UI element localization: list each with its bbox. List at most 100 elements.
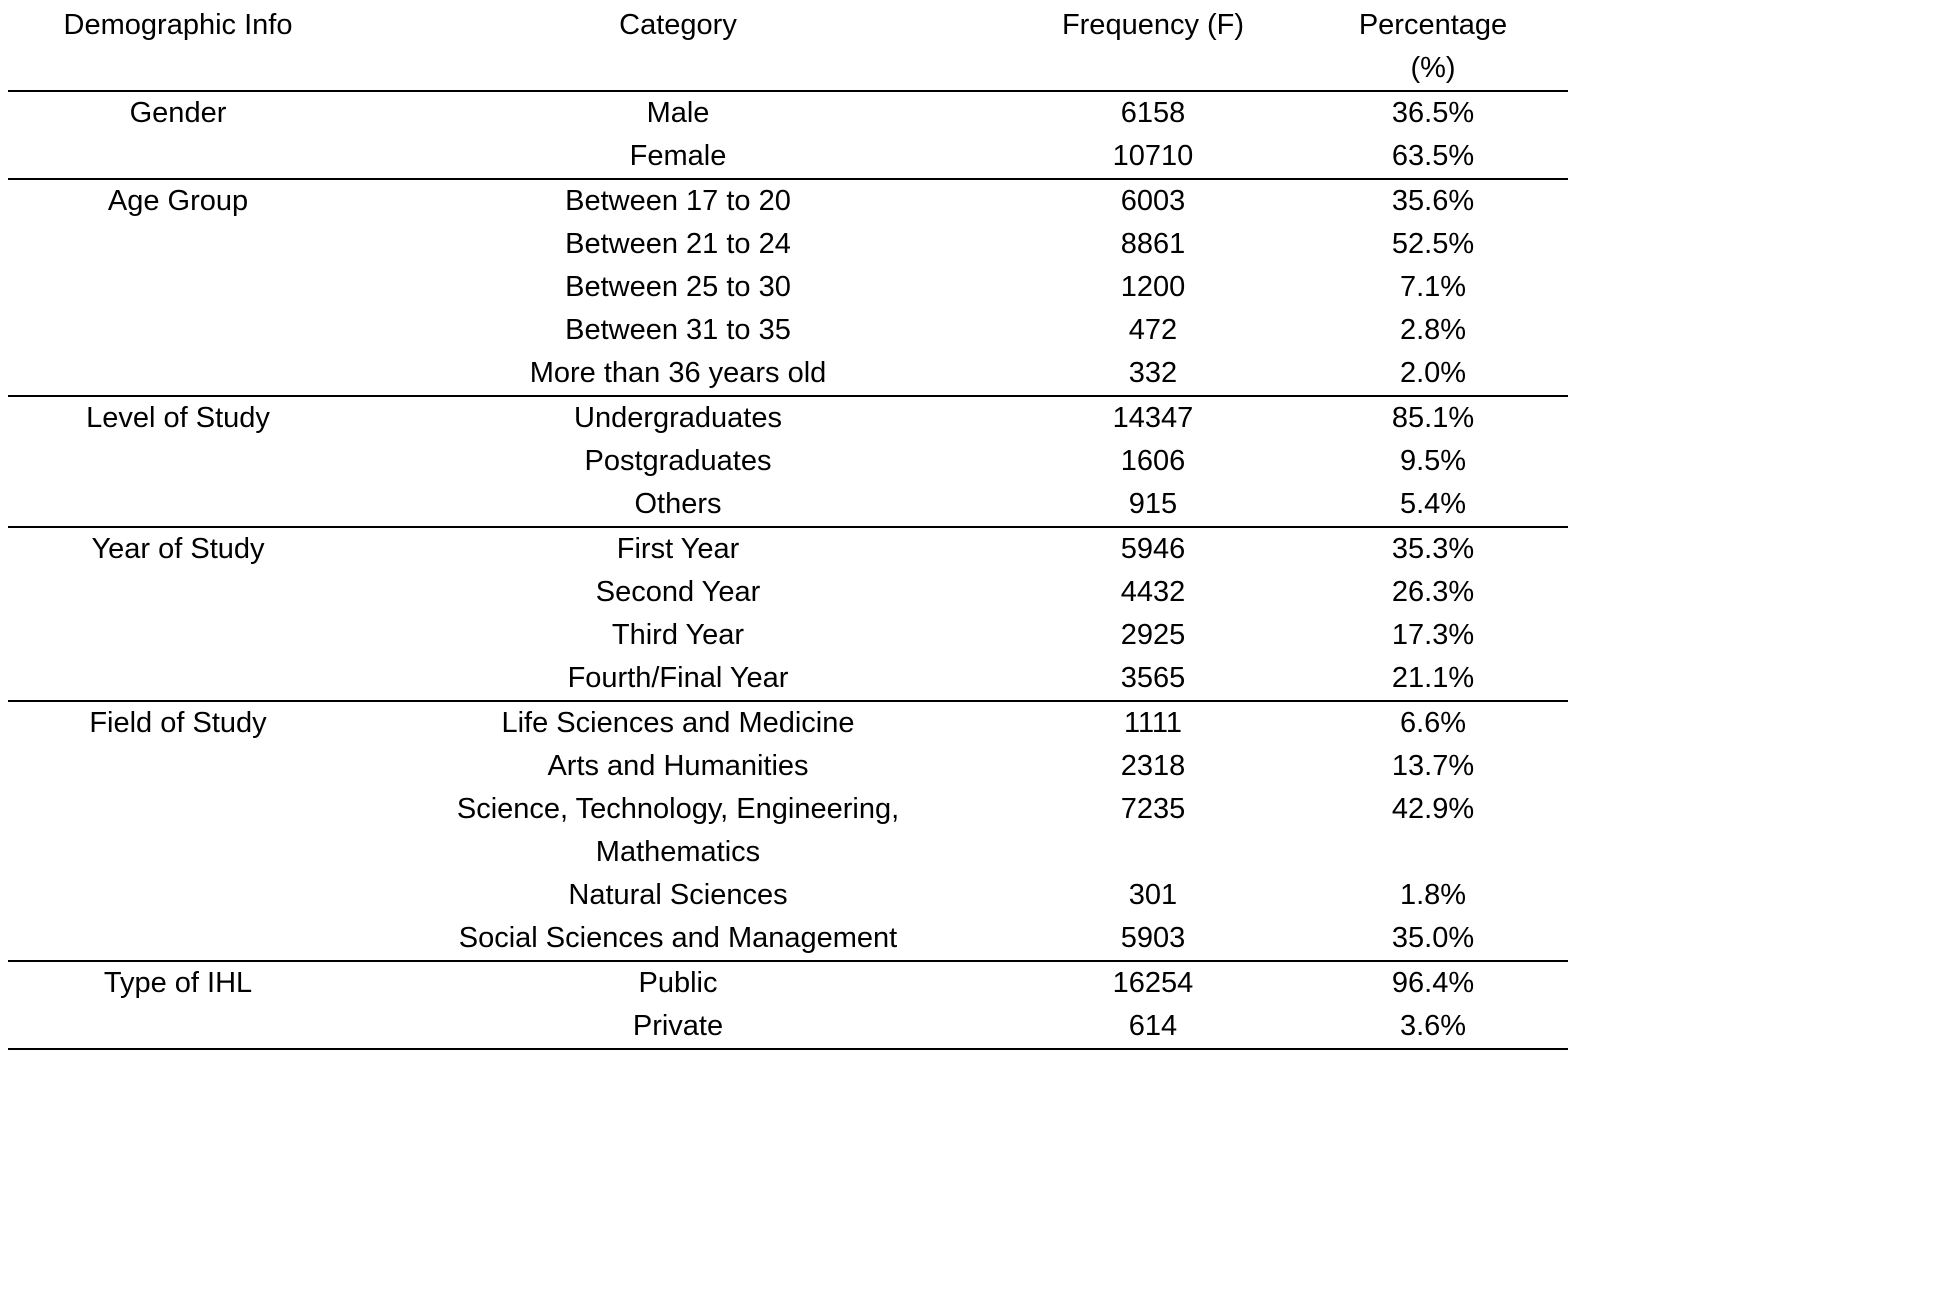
category-cell: More than 36 years old [529, 357, 827, 389]
frequency-cell: 332 [1128, 357, 1178, 389]
category-cell: Undergraduates [348, 395, 1008, 440]
percentage-cell: 96.4% [1298, 960, 1568, 1005]
col-header-category: Category [348, 4, 1008, 92]
percentage-cell: 3.6% [1399, 1010, 1467, 1042]
table-row: Between 21 to 24 8861 52.5% [8, 223, 1568, 266]
percentage-cell: 17.3% [1391, 619, 1475, 651]
percentage-cell: 63.5% [1391, 140, 1475, 172]
demographic-cell [8, 352, 348, 396]
category-cell: Public [348, 960, 1008, 1005]
table-head: Demographic Info Category Frequency (F) … [8, 4, 1568, 92]
table-body: Gender Male 6158 36.5% Female 10710 63.5% Age G… [8, 90, 1568, 1049]
table-row: Type of IHL Public 16254 96.4% [8, 960, 1568, 1005]
category-cell: Second Year [595, 576, 761, 608]
percentage-cell: 85.1% [1298, 395, 1568, 440]
frequency-cell: 16254 [1008, 960, 1298, 1005]
frequency-cell: 301 [1128, 879, 1178, 911]
table-row: Year of Study First Year 5946 35.3% [8, 526, 1568, 571]
demographics-table: Demographic Info Category Frequency (F) … [8, 4, 1568, 1050]
demographic-cell [8, 483, 348, 527]
frequency-cell: 915 [1128, 488, 1178, 520]
table-row: Second Year 4432 26.3% [8, 571, 1568, 614]
table-row: Third Year 2925 17.3% [8, 614, 1568, 657]
table-row: Age Group Between 17 to 20 6003 35.6% [8, 178, 1568, 223]
demographic-cell: Year of Study [8, 526, 348, 571]
category-cell: First Year [348, 526, 1008, 571]
table-row: Fourth/Final Year 3565 21.1% [8, 657, 1568, 701]
table-row: Gender Male 6158 36.5% [8, 90, 1568, 135]
col-header-category-label: Category [619, 9, 737, 41]
demographic-cell [8, 223, 348, 266]
demographic-cell: Age Group [8, 178, 348, 223]
category-cell: Science, Technology, Engineering, Mathem… [456, 793, 900, 868]
frequency-cell: 3565 [1120, 662, 1186, 694]
percentage-cell: 52.5% [1391, 228, 1475, 260]
demographic-cell [8, 135, 348, 179]
frequency-cell: 2318 [1120, 750, 1186, 782]
frequency-cell: 10710 [1112, 140, 1194, 172]
demographic-cell: Field of Study [8, 700, 348, 745]
table-row: Level of Study Undergraduates 14347 85.1% [8, 395, 1568, 440]
col-header-frequency: Frequency (F) [1008, 4, 1298, 92]
percentage-cell: 36.5% [1298, 90, 1568, 135]
category-cell: Natural Sciences [568, 879, 788, 911]
percentage-cell: 35.0% [1391, 922, 1475, 954]
percentage-cell: 7.1% [1399, 271, 1467, 303]
demographic-cell: Gender [8, 90, 348, 135]
demographic-cell [8, 309, 348, 352]
col-header-demographic-info: Demographic Info [8, 4, 348, 92]
percentage-cell: 5.4% [1399, 488, 1467, 520]
frequency-cell: 2925 [1120, 619, 1186, 651]
percentage-cell: 21.1% [1391, 662, 1475, 694]
percentage-cell: 6.6% [1298, 700, 1568, 745]
category-cell: Between 21 to 24 [565, 228, 791, 260]
percentage-cell: 35.6% [1298, 178, 1568, 223]
table-row: Arts and Humanities 2318 13.7% [8, 745, 1568, 788]
percentage-cell: 13.7% [1391, 750, 1475, 782]
table-row: Natural Sciences 301 1.8% [8, 874, 1568, 917]
category-cell: Others [634, 488, 722, 520]
frequency-cell: 6003 [1008, 178, 1298, 223]
demographic-cell [8, 745, 348, 788]
category-cell: Between 17 to 20 [348, 178, 1008, 223]
category-cell: Between 25 to 30 [565, 271, 791, 303]
category-cell: Arts and Humanities [547, 750, 809, 782]
frequency-cell: 614 [1128, 1010, 1178, 1042]
category-cell: Private [632, 1010, 724, 1042]
category-cell: Fourth/Final Year [567, 662, 789, 694]
demographic-cell [8, 657, 348, 701]
percentage-cell: 2.8% [1399, 314, 1467, 346]
col-header-percentage-label: Percentage (%) [1358, 9, 1508, 84]
frequency-cell: 5903 [1120, 922, 1186, 954]
demographic-cell [8, 571, 348, 614]
table-row: Between 31 to 35 472 2.8% [8, 309, 1568, 352]
demographic-cell [8, 874, 348, 917]
category-cell: Life Sciences and Medicine [348, 700, 1008, 745]
category-cell: Female [629, 140, 727, 172]
table-row: Private 614 3.6% [8, 1005, 1568, 1049]
frequency-cell: 1111 [1008, 700, 1298, 745]
table-row: Postgraduates 1606 9.5% [8, 440, 1568, 483]
demographic-cell: Type of IHL [8, 960, 348, 1005]
demographic-cell: Level of Study [8, 395, 348, 440]
category-cell: Male [348, 90, 1008, 135]
table-row: Social Sciences and Management 5903 35.0% [8, 917, 1568, 961]
table-row: Others 915 5.4% [8, 483, 1568, 527]
table-row: Between 25 to 30 1200 7.1% [8, 266, 1568, 309]
demographic-cell [8, 614, 348, 657]
demographic-cell [8, 788, 348, 874]
frequency-cell: 7235 [1120, 793, 1186, 825]
frequency-cell: 5946 [1008, 526, 1298, 571]
col-header-frequency-label: Frequency (F) [1061, 9, 1245, 41]
frequency-cell: 472 [1128, 314, 1178, 346]
col-header-percentage: Percentage (%) [1298, 4, 1568, 92]
table-row: More than 36 years old 332 2.0% [8, 352, 1568, 396]
frequency-cell: 6158 [1008, 90, 1298, 135]
frequency-cell: 4432 [1120, 576, 1186, 608]
table-row: Science, Technology, Engineering, Mathem… [8, 788, 1568, 874]
percentage-cell: 9.5% [1399, 445, 1467, 477]
percentage-cell: 2.0% [1399, 357, 1467, 389]
percentage-cell: 26.3% [1391, 576, 1475, 608]
percentage-cell: 35.3% [1298, 526, 1568, 571]
document-page: Demographic Info Category Frequency (F) … [0, 4, 1960, 1311]
